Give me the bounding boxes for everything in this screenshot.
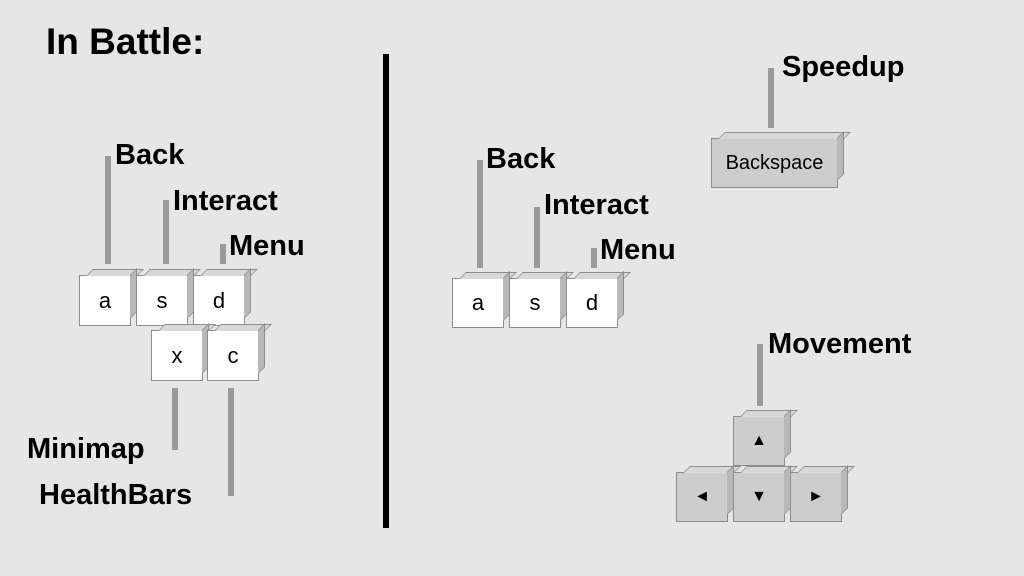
menu-label: Menu (229, 230, 305, 262)
interact-label-right: Interact (544, 189, 649, 221)
back-label-right: Back (486, 143, 556, 175)
key-a-right: a (452, 278, 504, 328)
interact-connector (163, 200, 169, 264)
menu-label-right: Menu (600, 234, 676, 266)
menu-connector-right (591, 248, 597, 268)
interact-label: Interact (173, 185, 278, 217)
minimap-label: Minimap (27, 433, 145, 465)
movement-connector (757, 344, 763, 406)
key-x: x (151, 330, 203, 381)
key-d: d (193, 275, 245, 326)
healthbars-label: HealthBars (39, 479, 193, 511)
key-arrow-left: ◄ (676, 472, 728, 522)
healthbars-connector (228, 388, 234, 496)
minimap-connector (172, 388, 178, 450)
key-backspace: Backspace (711, 138, 838, 188)
speedup-connector (768, 68, 774, 128)
section-divider (383, 54, 389, 528)
key-s: s (136, 275, 188, 326)
interact-connector-right (534, 207, 540, 268)
back-connector-right (477, 160, 483, 268)
back-connector (105, 156, 111, 264)
key-c: c (207, 330, 259, 381)
page-title: In Battle: (46, 21, 205, 62)
key-s-right: s (509, 278, 561, 328)
menu-connector (220, 244, 226, 264)
key-arrow-up: ▲ (733, 416, 785, 466)
back-label: Back (115, 139, 185, 171)
key-a: a (79, 275, 131, 326)
key-arrow-down: ▼ (733, 472, 785, 522)
key-d-right: d (566, 278, 618, 328)
speedup-label: Speedup (782, 51, 905, 83)
movement-label: Movement (768, 328, 912, 360)
key-arrow-right: ► (790, 472, 842, 522)
